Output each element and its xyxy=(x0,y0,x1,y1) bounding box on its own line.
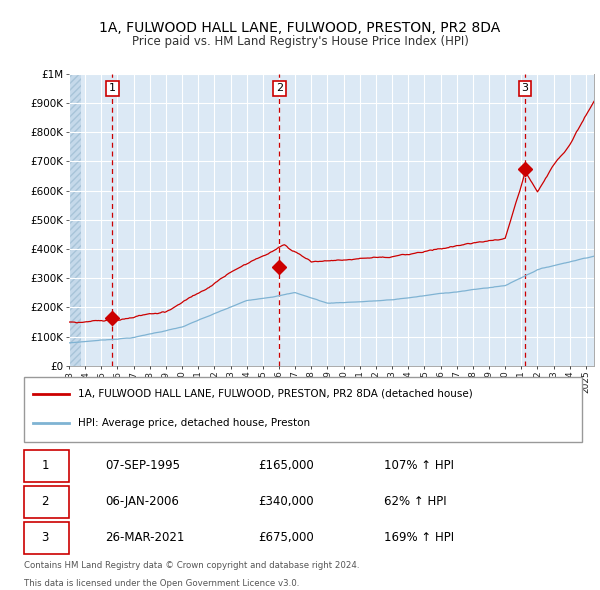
Text: Price paid vs. HM Land Registry's House Price Index (HPI): Price paid vs. HM Land Registry's House … xyxy=(131,35,469,48)
Text: 1: 1 xyxy=(41,459,49,472)
Text: 06-JAN-2006: 06-JAN-2006 xyxy=(105,495,179,508)
Text: 3: 3 xyxy=(41,531,49,544)
Text: 1A, FULWOOD HALL LANE, FULWOOD, PRESTON, PR2 8DA: 1A, FULWOOD HALL LANE, FULWOOD, PRESTON,… xyxy=(100,21,500,35)
Bar xyxy=(69,74,81,366)
Text: 169% ↑ HPI: 169% ↑ HPI xyxy=(384,531,454,544)
Text: 07-SEP-1995: 07-SEP-1995 xyxy=(105,459,180,472)
Text: 107% ↑ HPI: 107% ↑ HPI xyxy=(384,459,454,472)
Text: £165,000: £165,000 xyxy=(258,459,314,472)
Text: 2: 2 xyxy=(41,495,49,508)
FancyBboxPatch shape xyxy=(24,486,69,518)
Text: 1: 1 xyxy=(109,83,116,93)
Text: HPI: Average price, detached house, Preston: HPI: Average price, detached house, Pres… xyxy=(78,418,310,428)
Bar xyxy=(69,74,81,366)
FancyBboxPatch shape xyxy=(24,450,69,483)
Text: £675,000: £675,000 xyxy=(258,531,314,544)
Text: 1A, FULWOOD HALL LANE, FULWOOD, PRESTON, PR2 8DA (detached house): 1A, FULWOOD HALL LANE, FULWOOD, PRESTON,… xyxy=(78,389,473,399)
Text: £340,000: £340,000 xyxy=(258,495,314,508)
Text: 3: 3 xyxy=(521,83,529,93)
Text: 62% ↑ HPI: 62% ↑ HPI xyxy=(384,495,446,508)
Text: This data is licensed under the Open Government Licence v3.0.: This data is licensed under the Open Gov… xyxy=(24,579,299,588)
Text: 2: 2 xyxy=(276,83,283,93)
Text: Contains HM Land Registry data © Crown copyright and database right 2024.: Contains HM Land Registry data © Crown c… xyxy=(24,561,359,570)
FancyBboxPatch shape xyxy=(24,522,69,554)
FancyBboxPatch shape xyxy=(24,377,582,442)
Text: 26-MAR-2021: 26-MAR-2021 xyxy=(105,531,184,544)
